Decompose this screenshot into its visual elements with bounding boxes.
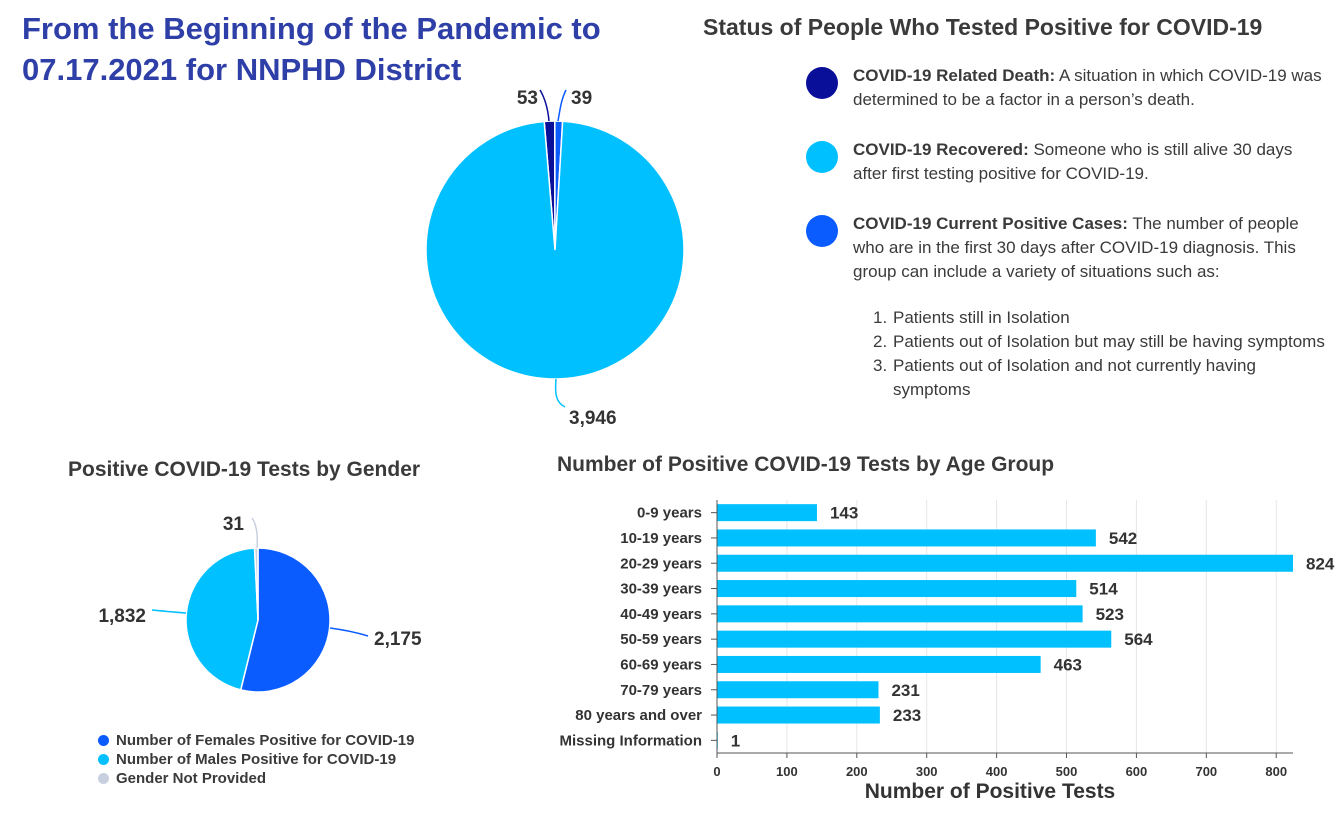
legend-swatch-not-provided <box>98 773 109 784</box>
list-text: Patients out of Isolation but may still … <box>893 332 1325 351</box>
bar <box>717 630 1112 648</box>
x-tick-label: 0 <box>713 764 720 779</box>
legend-term: COVID-19 Related Death: <box>853 66 1056 85</box>
slice-value-label: 2,175 <box>374 629 422 650</box>
bar-value-label: 542 <box>1109 529 1137 548</box>
leader-line <box>554 378 566 408</box>
age-bar-chart: 0 100 200 300 400 500 600 700 800 0-9 years 143 10-… <box>560 500 1335 803</box>
legend-swatch-male <box>98 754 109 765</box>
legend-item-current: COVID-19 Current Positive Cases: The num… <box>806 212 1326 284</box>
x-tick-label: 600 <box>1126 764 1148 779</box>
leader-line <box>557 89 567 122</box>
bar-value-label: 514 <box>1089 580 1118 599</box>
y-tick-label: 10-19 years <box>620 530 702 547</box>
list-number: 1. <box>873 308 888 327</box>
legend-term: COVID-19 Recovered: <box>853 140 1029 159</box>
leader-line <box>151 609 187 614</box>
pie-slice-covid-19-recovered <box>425 120 685 380</box>
bar-value-label: 523 <box>1096 605 1124 624</box>
legend-desc: Someone who is still alive 30 days after… <box>853 140 1293 183</box>
bar <box>717 681 879 699</box>
y-tick-label: 20-29 years <box>620 555 702 572</box>
y-tick-label: 30-39 years <box>620 581 702 598</box>
bar-value-label: 564 <box>1124 630 1153 649</box>
x-tick-label: 200 <box>846 764 868 779</box>
y-tick-label: 40-49 years <box>620 606 702 623</box>
bar <box>717 580 1077 598</box>
legend-desc: The number of people who are in the firs… <box>853 214 1299 281</box>
legend-term: COVID-19 Current Positive Cases: <box>853 214 1128 233</box>
age-chart-title: Number of Positive COVID-19 Tests by Age… <box>557 453 1055 476</box>
bar-value-label: 1 <box>731 731 740 750</box>
situation-list: 1. Patients still in Isolation 2. Patients… <box>873 306 1326 402</box>
legend-item-not-provided: Gender Not Provided <box>98 769 414 788</box>
gender-pie-chart: 2,175 1,832 31 <box>98 514 422 693</box>
x-tick-label: 700 <box>1195 764 1217 779</box>
page-title: From the Beginning of the Pandemic to 07… <box>22 11 601 87</box>
bar-value-label: 143 <box>830 504 858 523</box>
leader-line <box>329 627 369 637</box>
bar <box>717 529 1096 547</box>
legend-item-recovered: COVID-19 Recovered: Someone who is still… <box>806 138 1326 186</box>
list-number: 2. <box>873 332 888 351</box>
bar <box>717 655 1041 673</box>
list-item: 3. Patients out of Isolation and not curr… <box>873 354 1326 402</box>
legend-swatch-recovered <box>806 141 838 173</box>
y-tick-label: 80 years and over <box>575 707 702 724</box>
pie-slice-number-of-males-positive-for-covid-19 <box>185 547 259 691</box>
list-text: Patients out of Isolation and not curren… <box>893 356 1256 399</box>
bar <box>717 504 817 522</box>
bar <box>717 605 1083 623</box>
bar <box>717 706 880 724</box>
legend-swatch-female <box>98 735 109 746</box>
legend-swatch-current <box>806 215 838 247</box>
y-tick-label: Missing Information <box>560 732 703 749</box>
slice-value-label: 53 <box>517 88 538 109</box>
y-tick-label: 50-59 years <box>620 631 702 648</box>
legend-swatch-death <box>806 67 838 99</box>
gender-chart-title: Positive COVID-19 Tests by Gender <box>68 458 421 481</box>
list-item: 2. Patients out of Isolation but may stil… <box>873 330 1326 354</box>
pie-slice-number-of-females-positive-for-covid-19 <box>239 547 331 693</box>
x-tick-label: 500 <box>1056 764 1078 779</box>
legend-label: Gender Not Provided <box>116 770 267 787</box>
bar-value-label: 463 <box>1054 655 1082 674</box>
leader-line <box>251 517 259 549</box>
legend-label: Number of Females Positive for COVID-19 <box>116 732 415 749</box>
status-chart-title: Status of People Who Tested Positive for… <box>703 14 1263 40</box>
status-legend: COVID-19 Related Death: A situation in w… <box>806 64 1326 402</box>
legend-item-death: COVID-19 Related Death: A situation in w… <box>806 64 1326 112</box>
list-number: 3. <box>873 356 888 375</box>
bar-value-label: 824 <box>1306 554 1335 573</box>
slice-value-label: 1,832 <box>98 606 146 627</box>
x-tick-label: 100 <box>776 764 798 779</box>
bar-value-label: 231 <box>891 681 919 700</box>
x-tick-label: 300 <box>916 764 938 779</box>
y-tick-label: 0-9 years <box>637 505 702 522</box>
slice-value-label: 39 <box>571 88 592 109</box>
y-tick-label: 60-69 years <box>620 656 702 673</box>
y-tick-label: 70-79 years <box>620 682 702 699</box>
pie-slice-gender-not-provided <box>253 547 259 621</box>
x-axis-label: Number of Positive Tests <box>865 780 1116 803</box>
bar-value-label: 233 <box>893 706 921 725</box>
x-tick-label: 400 <box>986 764 1008 779</box>
gender-legend: Number of Females Positive for COVID-19 … <box>98 731 414 788</box>
legend-desc: A situation in which COVID-19 was determ… <box>853 66 1322 109</box>
legend-label: Number of Males Positive for COVID-19 <box>116 751 397 768</box>
list-text: Patients still in Isolation <box>893 308 1070 327</box>
status-pie-chart: 53 39 3,946 <box>425 88 685 429</box>
slice-value-label: 31 <box>223 514 245 535</box>
list-item: 1. Patients still in Isolation <box>873 306 1326 330</box>
legend-item-female: Number of Females Positive for COVID-19 <box>98 731 414 750</box>
x-tick-label: 800 <box>1265 764 1287 779</box>
bar <box>717 554 1293 572</box>
leader-line <box>539 89 550 122</box>
slice-value-label: 3,946 <box>569 408 617 429</box>
legend-item-male: Number of Males Positive for COVID-19 <box>98 750 414 769</box>
